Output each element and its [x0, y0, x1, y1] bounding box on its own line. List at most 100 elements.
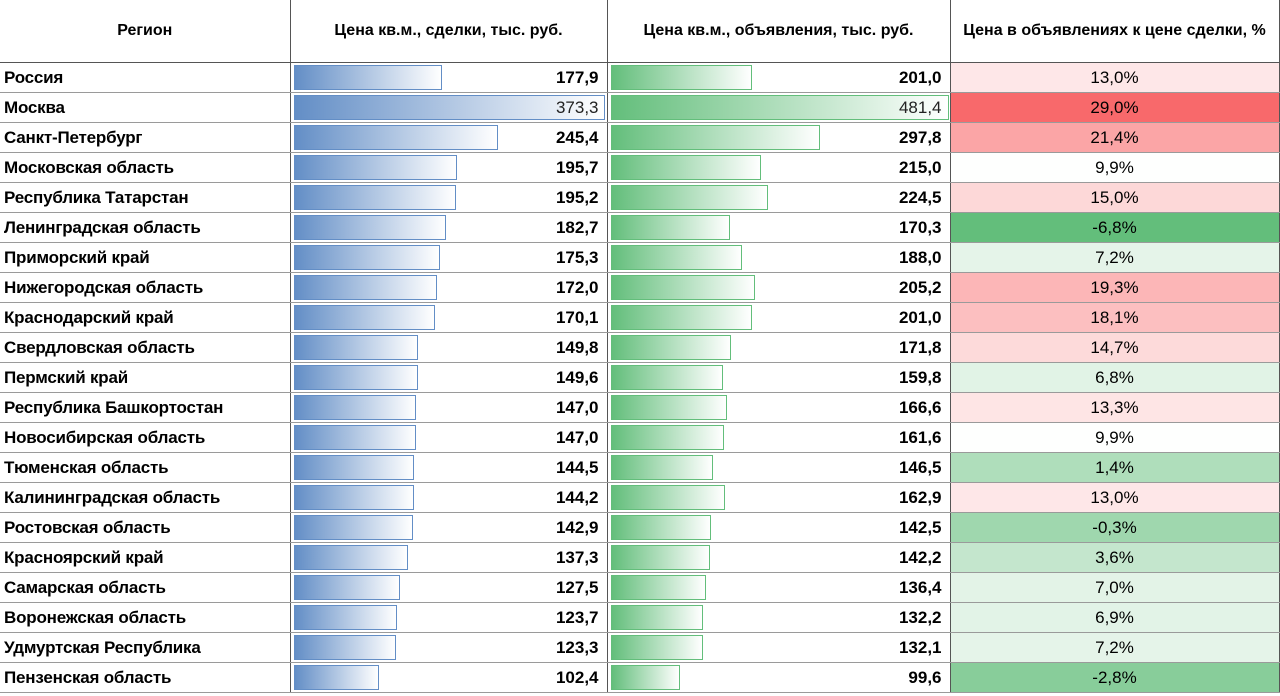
table-row: Новосибирская область 147,0 161,6 9,9% [0, 422, 1280, 453]
listing-data-bar [610, 215, 731, 240]
table-row: Республика Башкортостан 147,0 166,6 13,3% [0, 392, 1280, 423]
listing-value: 224,5 [898, 187, 942, 207]
deal-data-bar [293, 215, 446, 240]
region-name: Ленинградская область [0, 212, 290, 243]
table-row: Пермский край 149,6 159,8 6,8% [0, 362, 1280, 393]
deal-data-bar [293, 185, 457, 210]
deal-cell: 144,5 [289, 452, 607, 483]
ratio-value: 6,9% [949, 602, 1280, 633]
deal-data-bar [293, 485, 414, 510]
listing-data-bar [610, 605, 704, 630]
ratio-value: 7,0% [949, 572, 1280, 603]
deal-data-bar [293, 425, 416, 450]
deal-cell: 170,1 [289, 302, 607, 333]
region-name: Пермский край [0, 362, 290, 393]
listing-cell: 224,5 [606, 182, 950, 213]
deal-value: 172,0 [555, 277, 599, 297]
deal-data-bar [293, 125, 498, 150]
listing-value: 162,9 [898, 487, 942, 507]
region-name: Новосибирская область [0, 422, 290, 453]
ratio-value: 15,0% [949, 182, 1280, 213]
listing-cell: 201,0 [606, 302, 950, 333]
ratio-value: 18,1% [949, 302, 1280, 333]
listing-value: 136,4 [898, 577, 942, 597]
listing-data-bar [610, 365, 723, 390]
listing-data-bar [610, 515, 711, 540]
header-deal-price[interactable]: Цена кв.м., сделки, тыс. руб. [289, 0, 608, 63]
table-row: Приморский край 175,3 188,0 7,2% [0, 242, 1280, 273]
deal-data-bar [293, 395, 416, 420]
listing-cell: 161,6 [606, 422, 950, 453]
listing-value: 171,8 [898, 337, 942, 357]
deal-value: 170,1 [555, 307, 599, 327]
listing-value: 142,5 [898, 517, 942, 537]
header-ratio[interactable]: Цена в объявлениях к цене сделки, % [949, 0, 1280, 63]
ratio-value: -6,8% [949, 212, 1280, 243]
listing-cell: 142,2 [606, 542, 950, 573]
listing-cell: 481,4 [606, 92, 950, 123]
listing-data-bar [610, 305, 752, 330]
deal-value: 245,4 [555, 127, 599, 147]
header-region[interactable]: Регион [0, 0, 291, 63]
deal-value: 147,0 [555, 397, 599, 417]
ratio-value: 1,4% [949, 452, 1280, 483]
listing-data-bar [610, 575, 707, 600]
ratio-value: 3,6% [949, 542, 1280, 573]
region-name: Красноярский край [0, 542, 290, 573]
region-name: Приморский край [0, 242, 290, 273]
deal-cell: 175,3 [289, 242, 607, 273]
region-name: Свердловская область [0, 332, 290, 363]
listing-data-bar [610, 485, 725, 510]
listing-cell: 162,9 [606, 482, 950, 513]
deal-cell: 172,0 [289, 272, 607, 303]
ratio-value: 13,3% [949, 392, 1280, 423]
region-name: Ростовская область [0, 512, 290, 543]
ratio-value: 19,3% [949, 272, 1280, 303]
deal-value: 127,5 [555, 577, 599, 597]
deal-cell: 102,4 [289, 662, 607, 693]
header-listing-price[interactable]: Цена кв.м., объявления, тыс. руб. [606, 0, 951, 63]
deal-value: 149,6 [555, 367, 599, 387]
region-name: Тюменская область [0, 452, 290, 483]
deal-cell: 245,4 [289, 122, 607, 153]
region-name: Республика Башкортостан [0, 392, 290, 423]
listing-cell: 146,5 [606, 452, 950, 483]
ratio-value: 9,9% [949, 422, 1280, 453]
listing-value: 205,2 [898, 277, 942, 297]
deal-value: 142,9 [555, 517, 599, 537]
listing-cell: 297,8 [606, 122, 950, 153]
region-name: Москва [0, 92, 290, 123]
ratio-value: 7,2% [949, 632, 1280, 663]
listing-cell: 132,2 [606, 602, 950, 633]
deal-cell: 147,0 [289, 422, 607, 453]
listing-data-bar [610, 125, 820, 150]
deal-value: 175,3 [555, 247, 599, 267]
listing-cell: 99,6 [606, 662, 950, 693]
table-row: Тюменская область 144,5 146,5 1,4% [0, 452, 1280, 483]
region-name: Санкт-Петербург [0, 122, 290, 153]
listing-value: 132,2 [898, 607, 942, 627]
table-row-total: Россия 177,9 201,0 13,0% [0, 62, 1280, 93]
listing-cell: 170,3 [606, 212, 950, 243]
listing-data-bar [610, 425, 724, 450]
table-row: Ленинградская область 182,7 170,3 -6,8% [0, 212, 1280, 243]
deal-value: 147,0 [555, 427, 599, 447]
listing-cell: 171,8 [606, 332, 950, 363]
listing-cell: 205,2 [606, 272, 950, 303]
listing-value: 161,6 [898, 427, 942, 447]
region-name: Республика Татарстан [0, 182, 290, 213]
ratio-value: 6,8% [949, 362, 1280, 393]
deal-value: 144,5 [555, 457, 599, 477]
table-row: Самарская область 127,5 136,4 7,0% [0, 572, 1280, 603]
listing-value: 99,6 [908, 667, 942, 687]
deal-value: 102,4 [555, 667, 599, 687]
header-row: Регион Цена кв.м., сделки, тыс. руб. Цен… [0, 0, 1280, 63]
region-name: Самарская область [0, 572, 290, 603]
ratio-value: 7,2% [949, 242, 1280, 273]
region-name: Калининградская область [0, 482, 290, 513]
deal-data-bar [293, 245, 440, 270]
deal-data-bar [293, 545, 408, 570]
deal-data-bar [293, 155, 457, 180]
region-name: Пензенская область [0, 662, 290, 693]
table-row: Красноярский край 137,3 142,2 3,6% [0, 542, 1280, 573]
